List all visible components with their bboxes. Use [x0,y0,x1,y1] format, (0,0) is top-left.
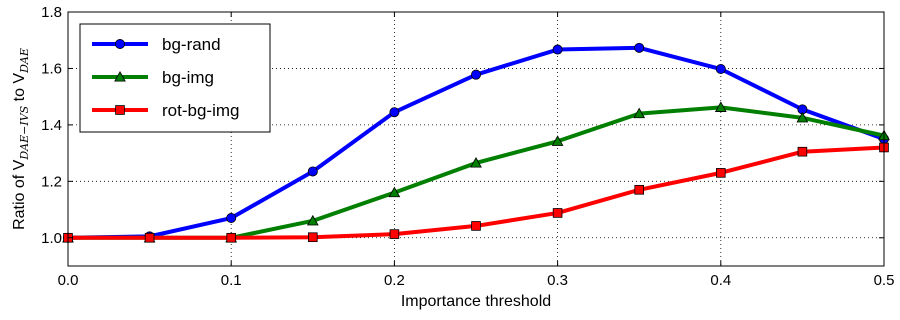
x-tick-label: 0.3 [547,272,568,289]
legend-label: bg-img [162,68,214,87]
y-tick-label: 1.2 [41,173,62,190]
x-tick-label: 0.1 [221,272,242,289]
y-axis-label-prefix: Ratio of V [11,159,28,230]
data-point-bg-img [551,135,564,146]
legend-label: rot-bg-img [162,101,239,120]
x-tick-label: 0.2 [384,272,405,289]
legend-item-rot-bg-img: rot-bg-img [92,101,239,120]
data-point-bg-rand [307,166,318,177]
y-axis-label-subscript-1: DAE−IVS [18,105,31,160]
legend-marker [114,70,126,82]
y-tick-label: 1.0 [41,230,62,247]
x-tick-label: 0.4 [710,272,731,289]
data-point-bg-rand [470,69,481,80]
y-tick-label: 1.4 [41,117,62,134]
data-point-bg-img [470,156,482,168]
axis-ticks: 0.0 0.1 0.2 0.3 0.4 0.5 1.0 1.2 1.4 1.6 1.8 [41,4,894,289]
data-point-bg-rand [389,107,400,118]
y-tick-label: 1.6 [41,60,62,77]
data-point-bg-img [306,214,319,226]
data-point-rot-bg-img [471,221,481,231]
data-point-rot-bg-img [389,229,400,239]
legend-marker [115,105,125,115]
x-tick-label: 0.5 [874,272,895,289]
data-point-bg-img [388,186,401,198]
y-axis-label-subscript-2: DAE [18,48,31,74]
data-point-rot-bg-img [797,146,808,157]
data-point-bg-rand [226,213,237,224]
data-point-rot-bg-img [226,232,237,243]
legend-item-bg-rand: bg-rand [92,35,221,54]
data-point-bg-img [633,107,646,119]
data-point-bg-img [796,111,809,123]
legend: bg-rand bg-img rot-bg-img [79,23,271,133]
data-point-rot-bg-img [307,232,318,243]
legend-marker [115,39,126,50]
data-point-bg-img [714,101,727,112]
y-tick-label: 1.8 [41,4,62,21]
data-point-bg-rand [552,44,563,55]
data-point-bg-rand [634,42,645,53]
x-axis-label: Importance threshold [401,293,551,310]
data-point-rot-bg-img [552,208,563,218]
legend-item-bg-img: bg-img [92,68,214,87]
data-point-bg-rand [715,64,726,75]
legend-label: bg-rand [162,35,221,54]
y-axis-label-middle: to V [11,73,28,106]
data-point-rot-bg-img [144,232,155,243]
x-tick-label: 0.0 [58,272,79,289]
plot-frame [67,11,885,267]
y-axis-label: Ratio of VDAE−IVS to VDAE [11,48,31,230]
data-point-rot-bg-img [716,168,726,178]
data-point-rot-bg-img [634,184,644,195]
